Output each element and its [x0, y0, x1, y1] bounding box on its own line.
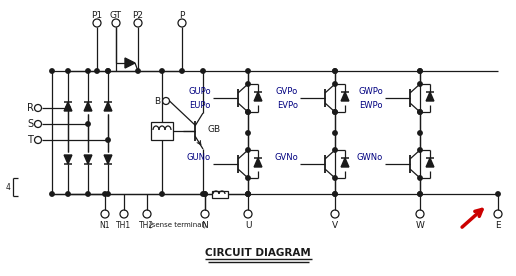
Circle shape: [180, 69, 184, 73]
Polygon shape: [84, 155, 92, 164]
Text: S: S: [27, 119, 33, 129]
Circle shape: [50, 69, 54, 73]
Circle shape: [333, 192, 337, 196]
Text: GB: GB: [208, 124, 221, 134]
Circle shape: [333, 176, 337, 180]
Text: V: V: [332, 221, 338, 230]
Circle shape: [203, 192, 207, 196]
Text: P: P: [180, 10, 185, 20]
Circle shape: [106, 192, 110, 196]
Polygon shape: [426, 92, 434, 101]
Text: GUPo: GUPo: [188, 86, 211, 95]
Text: GWPo: GWPo: [358, 86, 383, 95]
Circle shape: [418, 176, 422, 180]
Circle shape: [496, 192, 500, 196]
Text: B: B: [154, 97, 160, 105]
Circle shape: [66, 106, 70, 110]
Text: GVPo: GVPo: [276, 86, 298, 95]
Text: TH1: TH1: [117, 221, 132, 230]
Circle shape: [333, 69, 337, 73]
Circle shape: [418, 110, 422, 114]
Circle shape: [418, 69, 422, 73]
Polygon shape: [104, 155, 112, 164]
Text: GWNo: GWNo: [357, 153, 383, 161]
Circle shape: [160, 192, 164, 196]
Text: T: T: [27, 135, 33, 145]
Text: GUNo: GUNo: [187, 153, 211, 161]
Polygon shape: [64, 155, 72, 164]
Circle shape: [86, 192, 90, 196]
Polygon shape: [125, 58, 135, 68]
Polygon shape: [341, 158, 349, 167]
Text: N: N: [202, 221, 208, 230]
Bar: [212, 190, 228, 198]
Circle shape: [333, 110, 337, 114]
Circle shape: [201, 69, 205, 73]
Text: E: E: [495, 221, 501, 230]
Polygon shape: [84, 102, 92, 111]
Text: EUPo: EUPo: [189, 100, 211, 110]
Circle shape: [246, 82, 250, 86]
Circle shape: [246, 110, 250, 114]
Circle shape: [86, 122, 90, 126]
Circle shape: [246, 192, 250, 196]
Text: TH2: TH2: [139, 221, 155, 230]
Text: 4: 4: [6, 182, 10, 192]
Text: U: U: [245, 221, 251, 230]
Circle shape: [333, 82, 337, 86]
Circle shape: [106, 69, 110, 73]
Circle shape: [246, 110, 250, 114]
Circle shape: [333, 192, 337, 196]
Circle shape: [66, 69, 70, 73]
Circle shape: [418, 82, 422, 86]
Circle shape: [418, 148, 422, 152]
Circle shape: [246, 148, 250, 152]
Circle shape: [246, 192, 250, 196]
Circle shape: [50, 192, 54, 196]
Circle shape: [103, 192, 107, 196]
Polygon shape: [426, 158, 434, 167]
Circle shape: [160, 69, 164, 73]
Circle shape: [333, 110, 337, 114]
Polygon shape: [104, 102, 112, 111]
Circle shape: [201, 192, 205, 196]
Polygon shape: [64, 102, 72, 111]
Circle shape: [418, 110, 422, 114]
Text: P2: P2: [133, 10, 143, 20]
Circle shape: [246, 192, 250, 196]
Polygon shape: [254, 158, 262, 167]
Circle shape: [333, 69, 337, 73]
Circle shape: [86, 69, 90, 73]
Text: EWPo: EWPo: [360, 100, 383, 110]
Circle shape: [418, 192, 422, 196]
Bar: [151, 122, 173, 140]
Text: R: R: [26, 103, 34, 113]
Circle shape: [333, 131, 337, 135]
Text: P1: P1: [91, 10, 103, 20]
Polygon shape: [254, 92, 262, 101]
Circle shape: [418, 192, 422, 196]
Circle shape: [66, 192, 70, 196]
Circle shape: [418, 69, 422, 73]
Circle shape: [106, 69, 110, 73]
Text: GVNo: GVNo: [274, 153, 298, 161]
Circle shape: [246, 131, 250, 135]
Circle shape: [246, 176, 250, 180]
Text: EVPo: EVPo: [277, 100, 298, 110]
Text: N1: N1: [100, 221, 110, 230]
Circle shape: [106, 138, 110, 142]
Polygon shape: [341, 92, 349, 101]
Text: (sense terminal): (sense terminal): [149, 222, 206, 228]
Text: GT: GT: [110, 10, 122, 20]
Circle shape: [136, 69, 140, 73]
Circle shape: [418, 131, 422, 135]
Circle shape: [95, 69, 99, 73]
Text: W: W: [415, 221, 425, 230]
Circle shape: [203, 192, 207, 196]
Circle shape: [333, 148, 337, 152]
Circle shape: [246, 69, 250, 73]
Text: CIRCUIT DIAGRAM: CIRCUIT DIAGRAM: [205, 248, 311, 258]
